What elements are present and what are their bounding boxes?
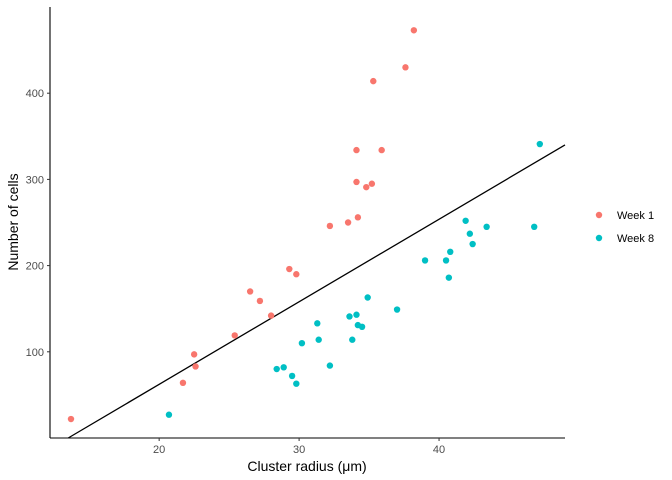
data-point	[469, 240, 476, 248]
data-point	[267, 312, 275, 319]
data-point	[326, 222, 334, 230]
data-point	[293, 271, 300, 278]
data-point	[353, 146, 360, 154]
data-point	[483, 223, 490, 231]
data-point	[353, 178, 360, 186]
data-point	[442, 257, 450, 264]
y-axis-title: Number of cells	[5, 173, 21, 270]
series-1	[67, 27, 418, 423]
data-point	[179, 379, 187, 387]
data-point	[354, 214, 362, 221]
fit-line	[67, 144, 566, 439]
data-point	[402, 64, 409, 71]
data-point	[363, 183, 370, 191]
data-point	[326, 362, 334, 369]
x-tick-label: 20	[153, 444, 165, 456]
data-point	[531, 223, 538, 231]
data-point	[315, 336, 322, 343]
data-point	[288, 372, 296, 380]
data-point	[393, 306, 401, 313]
data-point	[314, 320, 321, 327]
legend-label: Week 8	[617, 233, 654, 245]
data-point	[346, 313, 353, 320]
axes	[49, 7, 565, 439]
data-point	[447, 248, 454, 256]
data-point	[190, 351, 198, 358]
legend-key	[595, 234, 603, 242]
data-point	[364, 294, 371, 301]
data-point	[246, 288, 254, 295]
data-point	[286, 265, 293, 273]
data-point	[358, 323, 366, 331]
data-point	[353, 311, 360, 318]
data-point	[462, 217, 469, 224]
y-tick-label: 400	[26, 88, 44, 100]
data-point	[421, 257, 429, 264]
data-point	[349, 336, 356, 343]
data-point	[370, 77, 377, 85]
data-point	[410, 27, 418, 34]
x-axis-title: Cluster radius (μm)	[247, 458, 366, 474]
data-point	[536, 140, 544, 148]
data-point	[368, 180, 376, 187]
data-point	[378, 146, 385, 154]
legend-item: Week 8	[595, 233, 654, 245]
legend-item: Week 1	[595, 210, 654, 222]
legend-label: Week 1	[617, 210, 654, 222]
tick-labels: 20 30 40 100 200 300 400	[26, 88, 446, 456]
y-tick-label: 300	[26, 174, 44, 186]
data-point	[280, 364, 287, 371]
data-point	[231, 332, 238, 339]
data-point	[273, 365, 280, 373]
legend: Week 1 Week 8	[595, 210, 654, 245]
data-point	[293, 380, 300, 387]
points-layer	[67, 27, 544, 423]
legend-key	[595, 211, 603, 219]
data-point	[256, 297, 264, 305]
series-2	[165, 140, 544, 418]
data-point	[192, 363, 199, 370]
data-point	[445, 274, 453, 281]
x-tick-label: 30	[293, 444, 305, 456]
data-point	[466, 230, 474, 237]
y-tick-label: 100	[26, 347, 44, 359]
data-point	[298, 339, 306, 347]
data-point	[165, 411, 173, 418]
data-point	[344, 219, 352, 226]
y-tick-label: 200	[26, 261, 44, 273]
data-point	[67, 415, 75, 423]
fit-line-layer	[67, 144, 566, 439]
x-tick-label: 40	[433, 444, 445, 456]
